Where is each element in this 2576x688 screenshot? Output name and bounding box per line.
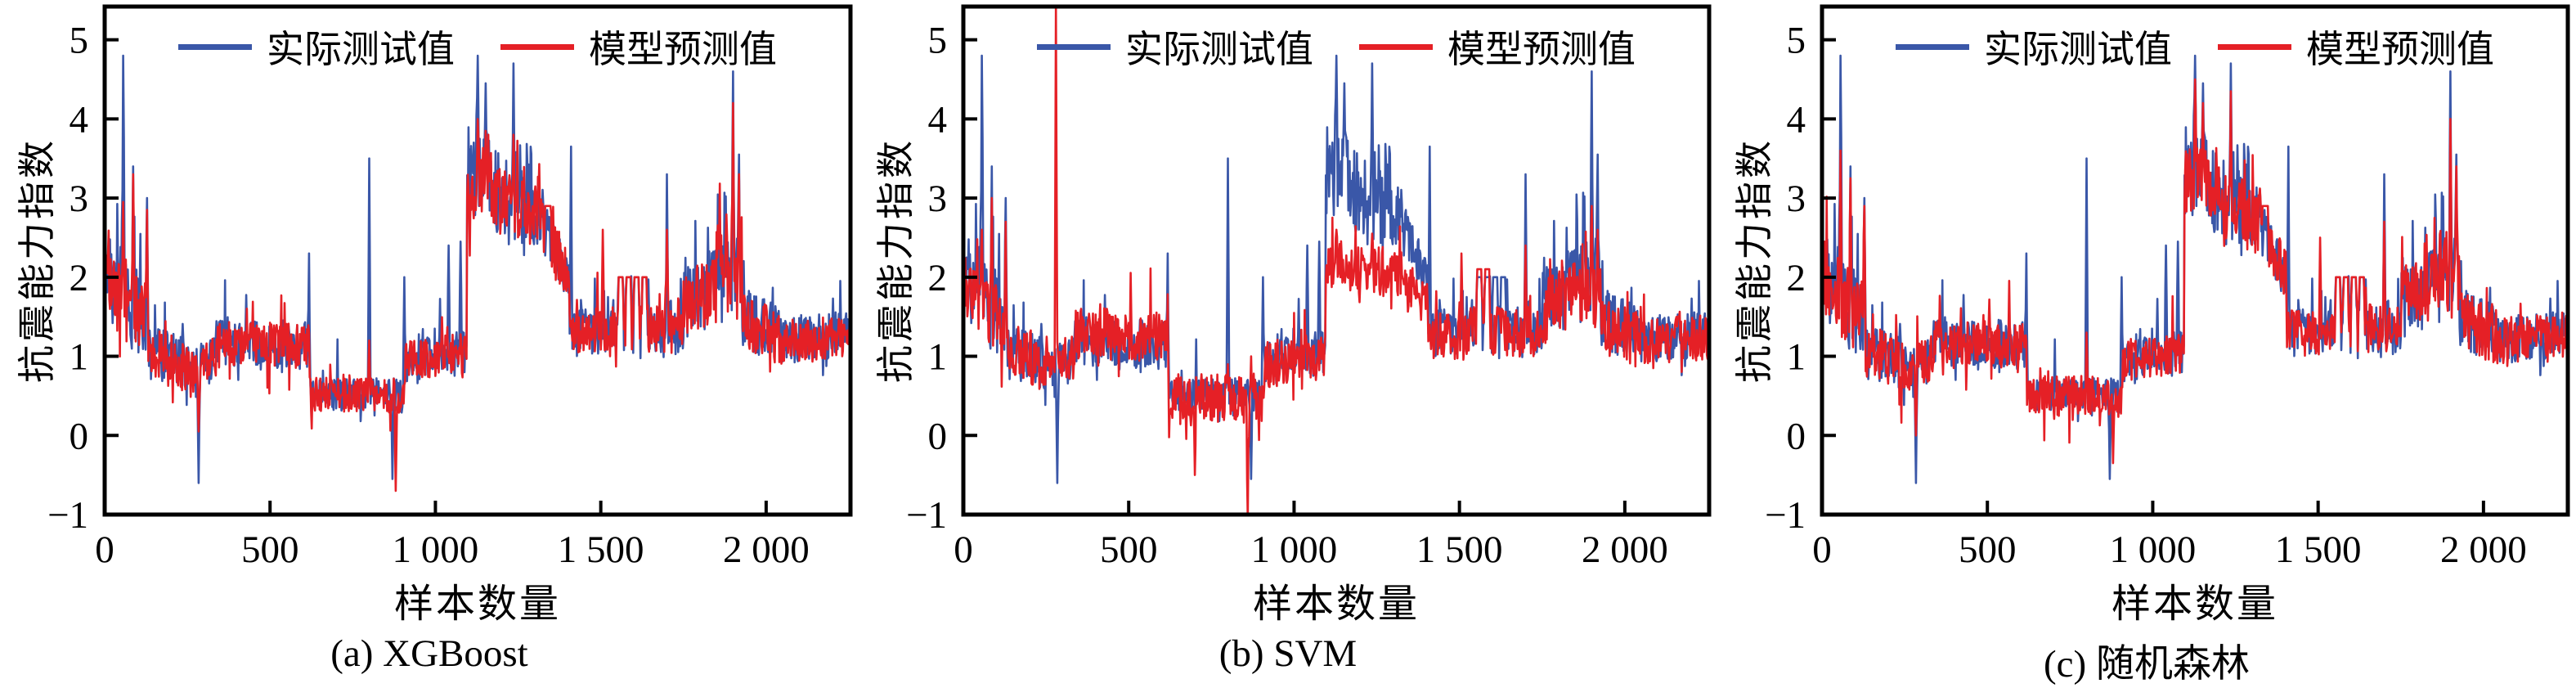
svg-text:1 000: 1 000 [393, 528, 479, 571]
svg-text:−1: −1 [906, 494, 947, 537]
legend-label-actual: 实际测试值 [1984, 29, 2172, 70]
svg-text:4: 4 [1787, 98, 1806, 141]
svg-text:1 500: 1 500 [1416, 528, 1503, 571]
svg-text:−1: −1 [47, 494, 88, 537]
legend-line-swatch-actual [178, 43, 252, 50]
svg-text:5: 5 [928, 20, 948, 62]
svg-text:1 500: 1 500 [2275, 528, 2362, 571]
svg-text:1 500: 1 500 [558, 528, 644, 571]
legend-label-actual: 实际测试值 [267, 29, 455, 70]
svg-text:1: 1 [1787, 336, 1806, 379]
svg-text:0: 0 [1787, 415, 1806, 457]
svg-text:0: 0 [95, 528, 114, 571]
legend-label-predicted: 模型预测值 [1447, 29, 1636, 70]
svg-text:2 000: 2 000 [2440, 528, 2527, 571]
svg-text:2: 2 [928, 257, 948, 299]
svg-text:5: 5 [70, 20, 89, 62]
legend-item-actual: 实际测试值 [178, 20, 455, 74]
svg-text:0: 0 [1812, 528, 1832, 571]
legend-label-predicted: 模型预测值 [2306, 29, 2494, 70]
svg-text:0: 0 [954, 528, 973, 571]
svg-text:−1: −1 [1765, 494, 1806, 537]
svg-text:0: 0 [928, 415, 948, 457]
svg-text:500: 500 [241, 528, 299, 571]
x-axis-title: 样本数量 [393, 582, 561, 626]
x-axis-title: 样本数量 [2111, 582, 2278, 626]
legend-item-predicted: 模型预测值 [500, 20, 777, 74]
legend-item-predicted: 模型预测值 [2218, 20, 2494, 74]
legend-label-predicted: 模型预测值 [589, 29, 777, 70]
legend-line-swatch-actual [1896, 43, 1969, 50]
svg-text:2: 2 [1787, 257, 1806, 299]
y-axis-title: 抗震能力指数 [875, 137, 917, 383]
svg-text:0: 0 [70, 415, 89, 457]
panel-caption-random-forest: (c) 随机森林 [2044, 643, 2250, 686]
legend: 实际测试值 模型预测值 [1822, 20, 2568, 74]
svg-text:2 000: 2 000 [1582, 528, 1668, 571]
x-axis-title: 样本数量 [1252, 582, 1420, 626]
legend: 实际测试值 模型预测值 [963, 20, 1709, 74]
legend-line-swatch-actual [1037, 43, 1111, 50]
chart-panel-xgboost: 0 500 1 000 1 500 2 000 −1 0 1 2 3 4 5 抗震能力指数 实际测试值… [0, 0, 859, 683]
svg-text:1: 1 [70, 336, 89, 379]
panel-caption-xgboost: (a) XGBoost [330, 632, 528, 675]
legend-line-swatch-predicted [500, 43, 574, 50]
legend-line-swatch-predicted [2218, 43, 2291, 50]
svg-text:1 000: 1 000 [1251, 528, 1338, 571]
svg-text:2 000: 2 000 [723, 528, 810, 571]
svg-text:4: 4 [70, 98, 89, 141]
svg-text:4: 4 [928, 98, 948, 141]
svg-text:500: 500 [1959, 528, 2017, 571]
svg-text:2: 2 [70, 257, 89, 299]
panel-caption-svm: (b) SVM [1218, 632, 1358, 675]
y-axis-title: 抗震能力指数 [1734, 137, 1775, 383]
legend-label-actual: 实际测试值 [1125, 29, 1313, 70]
svg-text:3: 3 [1787, 178, 1806, 220]
svg-text:500: 500 [1100, 528, 1158, 571]
legend: 实际测试值 模型预测值 [105, 20, 850, 74]
legend-item-actual: 实际测试值 [1896, 20, 2172, 74]
svg-text:1 000: 1 000 [2110, 528, 2197, 571]
svg-text:5: 5 [1787, 20, 1806, 62]
legend-item-actual: 实际测试值 [1037, 20, 1313, 74]
legend-item-predicted: 模型预测值 [1359, 20, 1636, 74]
chart-panel-random-forest: 0 500 1 000 1 500 2 000 −1 0 1 2 3 4 5 抗震能力指数 实际测试值… [1717, 0, 2576, 686]
svg-text:1: 1 [928, 336, 948, 379]
legend-line-swatch-predicted [1359, 43, 1433, 50]
svg-text:3: 3 [928, 178, 948, 220]
y-axis-title: 抗震能力指数 [16, 137, 58, 383]
svg-text:3: 3 [70, 178, 89, 220]
chart-panel-svm: 0 500 1 000 1 500 2 000 −1 0 1 2 3 4 5 抗震能力指数 实际测试值… [859, 0, 1717, 683]
